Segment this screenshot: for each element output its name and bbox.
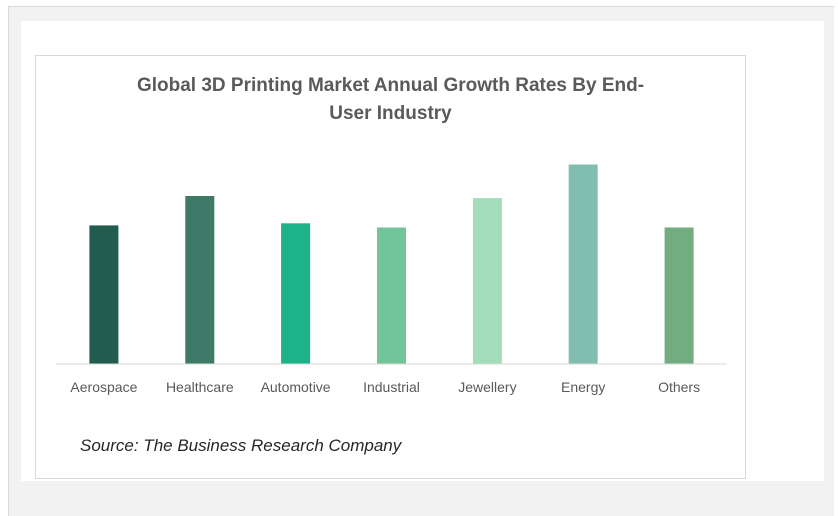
chart-card: Global 3D Printing Market Annual Growth … (35, 55, 746, 479)
x-tick-label-jewellery: Jewellery (458, 379, 516, 395)
x-tick-label-healthcare: Healthcare (166, 379, 234, 395)
chart-title-line-1: Global 3D Printing Market Annual Growth … (136, 75, 645, 96)
source-note: Source: The Business Research Company (80, 436, 402, 455)
bar-healthcare (185, 196, 215, 364)
bar-others (664, 227, 694, 364)
x-tick-labels: Aerospace Healthcare Automotive Industrial J… (70, 379, 700, 395)
x-tick-label-energy: Energy (561, 379, 605, 395)
page-frame: Global 3D Printing Market Annual Growth … (8, 6, 834, 516)
chart-title: Global 3D Printing Market Annual Growth … (36, 72, 745, 128)
bar-aerospace (89, 225, 119, 364)
bar-industrial (377, 227, 406, 364)
x-tick-label-others: Others (658, 379, 700, 395)
bars-group (89, 164, 694, 364)
content-panel: Global 3D Printing Market Annual Growth … (21, 21, 824, 481)
bar-chart: Aerospace Healthcare Automotive Industrial J… (56, 164, 727, 395)
x-tick-label-industrial: Industrial (363, 379, 420, 395)
x-tick-label-aerospace: Aerospace (70, 379, 137, 395)
bar-energy (568, 164, 598, 364)
bar-jewellery (472, 198, 502, 364)
x-tick-label-automotive: Automotive (261, 379, 331, 395)
bar-automotive (281, 223, 311, 364)
chart-title-line-2: User Industry (329, 103, 452, 124)
